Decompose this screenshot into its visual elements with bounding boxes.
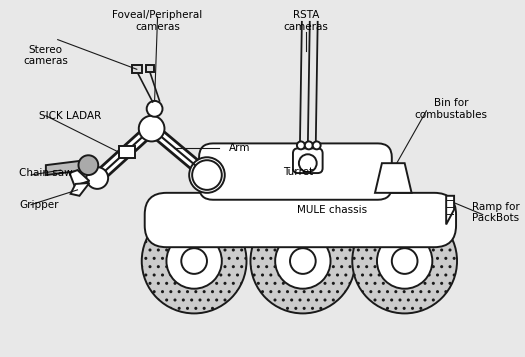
Text: Bin for
combustables: Bin for combustables: [415, 98, 488, 120]
Polygon shape: [46, 160, 86, 175]
Circle shape: [139, 116, 164, 141]
Circle shape: [352, 208, 457, 313]
Text: Foveal/Peripheral
cameras: Foveal/Peripheral cameras: [112, 10, 203, 31]
Polygon shape: [70, 170, 89, 186]
Circle shape: [166, 233, 222, 289]
Circle shape: [305, 141, 313, 149]
Circle shape: [299, 154, 317, 172]
Text: Arm: Arm: [229, 144, 250, 154]
Circle shape: [290, 248, 316, 274]
Circle shape: [78, 155, 98, 175]
Bar: [146, 65, 154, 72]
FancyBboxPatch shape: [145, 193, 456, 247]
Circle shape: [313, 141, 321, 149]
FancyBboxPatch shape: [199, 144, 392, 200]
Polygon shape: [289, 200, 317, 215]
Text: Stereo
cameras: Stereo cameras: [24, 45, 68, 66]
Circle shape: [377, 233, 432, 289]
Text: Turret: Turret: [283, 167, 313, 177]
Circle shape: [87, 167, 108, 189]
Circle shape: [192, 160, 222, 190]
Text: RSTA
cameras: RSTA cameras: [284, 10, 328, 31]
Circle shape: [181, 248, 207, 274]
Text: Ramp for
PackBots: Ramp for PackBots: [472, 202, 519, 223]
FancyBboxPatch shape: [293, 149, 323, 173]
Circle shape: [250, 208, 355, 313]
Circle shape: [297, 141, 305, 149]
Polygon shape: [180, 200, 208, 215]
Circle shape: [189, 157, 225, 193]
Polygon shape: [446, 196, 454, 225]
Text: Gripper: Gripper: [19, 200, 59, 210]
Circle shape: [275, 233, 331, 289]
Text: MULE chassis: MULE chassis: [298, 205, 367, 215]
Circle shape: [146, 101, 163, 117]
Bar: [119, 146, 135, 158]
Polygon shape: [391, 200, 418, 215]
Circle shape: [142, 208, 247, 313]
Bar: [132, 65, 142, 73]
Polygon shape: [70, 183, 89, 196]
Text: Chain saw: Chain saw: [19, 168, 73, 178]
Circle shape: [392, 248, 417, 274]
Polygon shape: [375, 163, 412, 193]
Text: SICK LADAR: SICK LADAR: [39, 111, 101, 121]
